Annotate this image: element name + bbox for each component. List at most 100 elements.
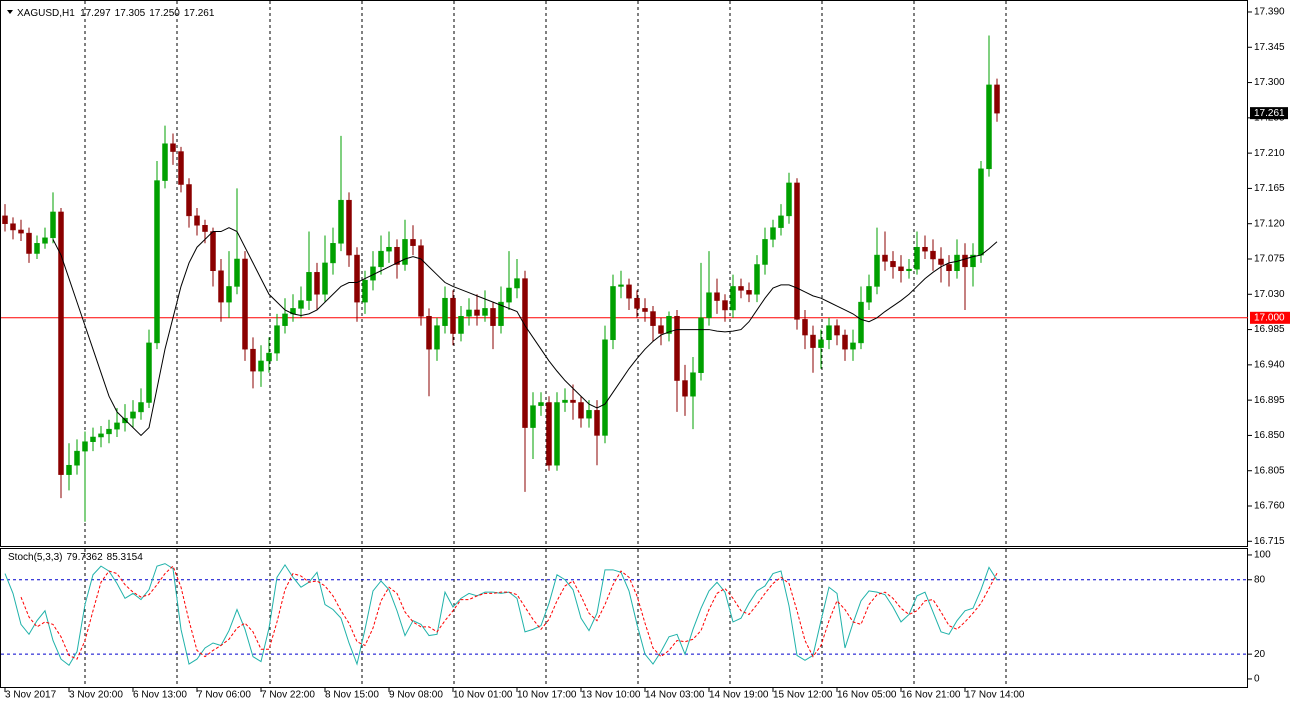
candle-body xyxy=(562,399,568,403)
moving-average xyxy=(52,227,998,437)
x-tick-label: 3 Nov 2017 xyxy=(5,690,57,701)
candle-body xyxy=(114,422,120,430)
candle-body xyxy=(106,428,112,435)
candle-body xyxy=(26,232,32,254)
x-tick-label: 10 Nov 17:00 xyxy=(517,690,577,701)
candle-body xyxy=(426,315,432,350)
candle-body xyxy=(170,143,176,152)
candle-body xyxy=(298,300,304,309)
candle-body xyxy=(842,334,848,350)
candle-body xyxy=(434,325,440,350)
candle-body xyxy=(970,254,976,268)
y-tick-label: 16.940 xyxy=(1254,359,1285,370)
x-tick-label: 17 Nov 14:00 xyxy=(965,690,1025,701)
candle-body xyxy=(122,417,128,424)
candle-body xyxy=(954,254,960,272)
stoch-header: Stoch(5,3,3) 79.7362 85.3154 xyxy=(8,552,143,563)
candle-body xyxy=(906,268,912,272)
x-tick-label: 16 Nov 21:00 xyxy=(901,690,961,701)
y-tick-label: 17.300 xyxy=(1254,77,1285,88)
stoch-k-value: 79.7362 xyxy=(66,552,103,563)
y-tick-label: 17.165 xyxy=(1254,183,1285,194)
candle-body xyxy=(890,261,896,268)
candle-body xyxy=(98,433,104,438)
current-price-label: 17.261 xyxy=(1254,108,1285,119)
candle-body xyxy=(586,410,592,419)
candle-body xyxy=(554,402,560,466)
y-tick-label: 16.805 xyxy=(1254,465,1285,476)
y-tick-label: 100 xyxy=(1254,550,1271,561)
y-tick-label: 16.895 xyxy=(1254,395,1285,406)
main-panel-frame xyxy=(0,0,1248,547)
candle-body xyxy=(874,254,880,287)
candle-body xyxy=(154,180,160,344)
candle-body xyxy=(794,182,800,320)
candle-body xyxy=(90,436,96,442)
candle-body xyxy=(682,380,688,397)
candle-body xyxy=(418,245,424,317)
x-tick-label: 3 Nov 20:00 xyxy=(69,690,123,701)
candle-body xyxy=(962,254,968,268)
candle-body xyxy=(330,243,336,264)
y-tick-label: 17.075 xyxy=(1254,254,1285,265)
candle-body xyxy=(202,225,208,232)
candle-body xyxy=(354,254,360,303)
x-tick-label: 8 Nov 15:00 xyxy=(325,690,379,701)
y-tick-label: 0 xyxy=(1254,674,1260,685)
x-tick-label: 15 Nov 12:00 xyxy=(773,690,833,701)
plot-layer: 16.715 16.760 16.805 16.850 16.895 16.940 16.9… xyxy=(1,7,1290,701)
candle-body xyxy=(810,334,816,348)
candle-body xyxy=(698,317,704,373)
candle-body xyxy=(458,315,464,334)
y-tick-label: 17.120 xyxy=(1254,218,1285,229)
candle-body xyxy=(474,309,480,316)
candle-body xyxy=(362,279,368,303)
candle-body xyxy=(914,246,920,270)
candle-body xyxy=(258,360,264,372)
candle-body xyxy=(650,311,656,326)
candle-body xyxy=(994,84,1000,114)
candle-body xyxy=(722,300,728,311)
candle-body xyxy=(946,264,952,272)
candle-body xyxy=(658,325,664,334)
candle-body xyxy=(42,237,48,244)
candle-body xyxy=(346,199,352,256)
candle-body xyxy=(538,402,544,406)
candle-body xyxy=(466,309,472,317)
y-tick-label: 16.760 xyxy=(1254,501,1285,512)
current-price-box xyxy=(1250,107,1288,120)
y-tick-label: 20 xyxy=(1254,649,1266,660)
candle-body xyxy=(866,286,872,303)
candle-body xyxy=(490,308,496,326)
candle-body xyxy=(986,84,992,170)
candle-body xyxy=(602,339,608,436)
candle-body xyxy=(802,319,808,336)
y-tick-label: 16.850 xyxy=(1254,430,1285,441)
quote-high: 17.305 xyxy=(115,8,146,19)
quote-close: 17.261 xyxy=(184,8,215,19)
stoch-d-value: 85.3154 xyxy=(107,552,144,563)
x-tick-label: 9 Nov 08:00 xyxy=(389,690,443,701)
candle-body xyxy=(306,272,312,301)
candle-body xyxy=(578,402,584,419)
candle-body xyxy=(282,313,288,326)
candle-body xyxy=(762,239,768,265)
candle-body xyxy=(50,211,56,239)
candle-body xyxy=(2,215,8,224)
candle-body xyxy=(442,297,448,326)
candle-body xyxy=(506,287,512,303)
level-label: 17.000 xyxy=(1254,312,1285,323)
candle-body xyxy=(514,278,520,289)
x-tick-label: 6 Nov 13:00 xyxy=(133,690,187,701)
y-tick-label: 16.985 xyxy=(1254,324,1285,335)
candle-body xyxy=(522,278,528,428)
x-tick-label: 10 Nov 01:00 xyxy=(453,690,513,701)
candle-body xyxy=(386,246,392,252)
day-separators xyxy=(84,1,1007,687)
candle-body xyxy=(618,284,624,287)
candle-body xyxy=(218,270,224,303)
y-tick-label: 17.030 xyxy=(1254,289,1285,300)
candle-body xyxy=(18,229,24,234)
